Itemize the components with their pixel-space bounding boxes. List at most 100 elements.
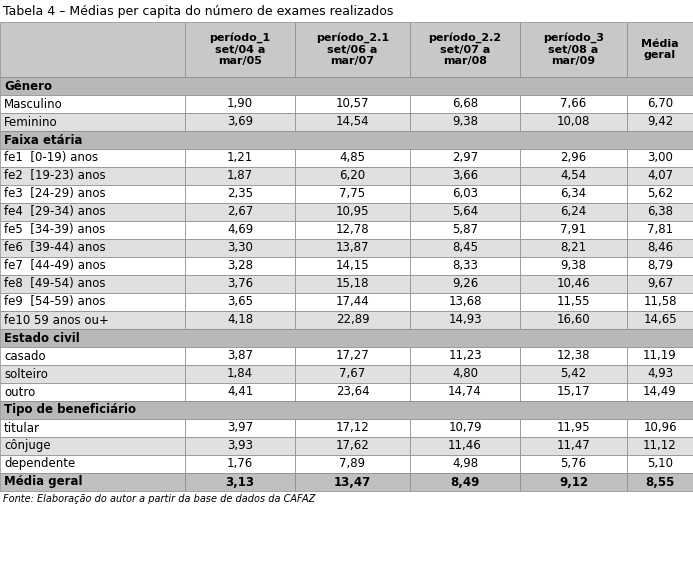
Text: 3,00: 3,00 <box>647 152 673 165</box>
Text: fe8  [49-54) anos: fe8 [49-54) anos <box>4 277 105 291</box>
Text: período_1
set/04 a
mar/05: período_1 set/04 a mar/05 <box>209 33 270 66</box>
Bar <box>410 203 520 221</box>
Bar <box>520 347 627 365</box>
Text: fe6  [39-44) anos: fe6 [39-44) anos <box>4 241 105 255</box>
Bar <box>0 437 185 455</box>
Text: 4,80: 4,80 <box>452 367 478 380</box>
Bar <box>410 239 520 257</box>
Bar <box>0 77 693 95</box>
Text: 13,68: 13,68 <box>448 296 482 308</box>
Text: Média
geral: Média geral <box>641 39 679 60</box>
Text: 4,98: 4,98 <box>452 458 478 471</box>
Text: 12,78: 12,78 <box>335 224 369 236</box>
Bar <box>185 239 295 257</box>
Text: 3,76: 3,76 <box>227 277 253 291</box>
Text: período_2.1
set/06 a
mar/07: período_2.1 set/06 a mar/07 <box>316 33 389 66</box>
Text: 9,38: 9,38 <box>561 260 586 272</box>
Text: 6,38: 6,38 <box>647 205 673 219</box>
Text: 3,87: 3,87 <box>227 349 253 363</box>
Bar <box>410 95 520 113</box>
Bar <box>410 455 520 473</box>
Text: 7,66: 7,66 <box>561 97 587 110</box>
Bar <box>295 419 410 437</box>
Bar <box>520 221 627 239</box>
Text: Média geral: Média geral <box>4 475 82 488</box>
Bar <box>627 275 693 293</box>
Text: 10,79: 10,79 <box>448 422 482 435</box>
Bar <box>410 22 520 77</box>
Text: 16,60: 16,60 <box>556 313 590 327</box>
Bar <box>295 113 410 131</box>
Text: 3,69: 3,69 <box>227 116 253 129</box>
Text: 6,68: 6,68 <box>452 97 478 110</box>
Bar <box>627 167 693 185</box>
Text: 5,10: 5,10 <box>647 458 673 471</box>
Text: 11,95: 11,95 <box>556 422 590 435</box>
Bar <box>520 185 627 203</box>
Text: 5,42: 5,42 <box>561 367 586 380</box>
Text: solteiro: solteiro <box>4 367 48 380</box>
Bar <box>0 95 185 113</box>
Bar <box>185 257 295 275</box>
Text: cônjuge: cônjuge <box>4 439 51 452</box>
Bar <box>185 22 295 77</box>
Text: Faixa etária: Faixa etária <box>4 133 82 146</box>
Text: 22,89: 22,89 <box>335 313 369 327</box>
Text: 11,55: 11,55 <box>556 296 590 308</box>
Text: 14,65: 14,65 <box>643 313 677 327</box>
Text: 6,03: 6,03 <box>452 188 478 201</box>
Text: 2,96: 2,96 <box>561 152 587 165</box>
Bar <box>0 275 185 293</box>
Bar <box>295 347 410 365</box>
Bar <box>627 149 693 167</box>
Bar <box>627 437 693 455</box>
Bar <box>627 185 693 203</box>
Text: 10,57: 10,57 <box>335 97 369 110</box>
Text: 9,38: 9,38 <box>452 116 478 129</box>
Text: 13,47: 13,47 <box>334 475 371 488</box>
Bar <box>0 239 185 257</box>
Bar <box>0 473 185 491</box>
Bar <box>185 311 295 329</box>
Bar <box>295 221 410 239</box>
Bar <box>520 239 627 257</box>
Bar <box>627 22 693 77</box>
Bar <box>627 311 693 329</box>
Text: 1,21: 1,21 <box>227 152 253 165</box>
Text: 1,87: 1,87 <box>227 169 253 182</box>
Text: 1,76: 1,76 <box>227 458 253 471</box>
Text: 14,54: 14,54 <box>335 116 369 129</box>
Bar <box>0 329 693 347</box>
Text: 3,30: 3,30 <box>227 241 253 255</box>
Bar <box>520 311 627 329</box>
Text: Estado civil: Estado civil <box>4 332 80 344</box>
Text: 11,47: 11,47 <box>556 439 590 452</box>
Text: 1,90: 1,90 <box>227 97 253 110</box>
Text: outro: outro <box>4 386 35 399</box>
Bar <box>0 149 185 167</box>
Text: 8,45: 8,45 <box>452 241 478 255</box>
Bar <box>295 311 410 329</box>
Bar <box>0 365 185 383</box>
Bar <box>185 293 295 311</box>
Text: 3,28: 3,28 <box>227 260 253 272</box>
Text: fe7  [44-49) anos: fe7 [44-49) anos <box>4 260 106 272</box>
Text: 15,17: 15,17 <box>556 386 590 399</box>
Bar <box>520 383 627 401</box>
Text: 1,84: 1,84 <box>227 367 253 380</box>
Text: 23,64: 23,64 <box>335 386 369 399</box>
Bar <box>185 221 295 239</box>
Text: 3,13: 3,13 <box>225 475 254 488</box>
Text: 11,58: 11,58 <box>643 296 677 308</box>
Text: 4,18: 4,18 <box>227 313 253 327</box>
Bar <box>410 473 520 491</box>
Text: 11,12: 11,12 <box>643 439 677 452</box>
Text: fe1  [0-19) anos: fe1 [0-19) anos <box>4 152 98 165</box>
Text: 9,67: 9,67 <box>647 277 673 291</box>
Bar <box>520 95 627 113</box>
Bar <box>0 401 693 419</box>
Bar <box>520 149 627 167</box>
Bar <box>0 455 185 473</box>
Text: 10,08: 10,08 <box>556 116 590 129</box>
Bar <box>520 167 627 185</box>
